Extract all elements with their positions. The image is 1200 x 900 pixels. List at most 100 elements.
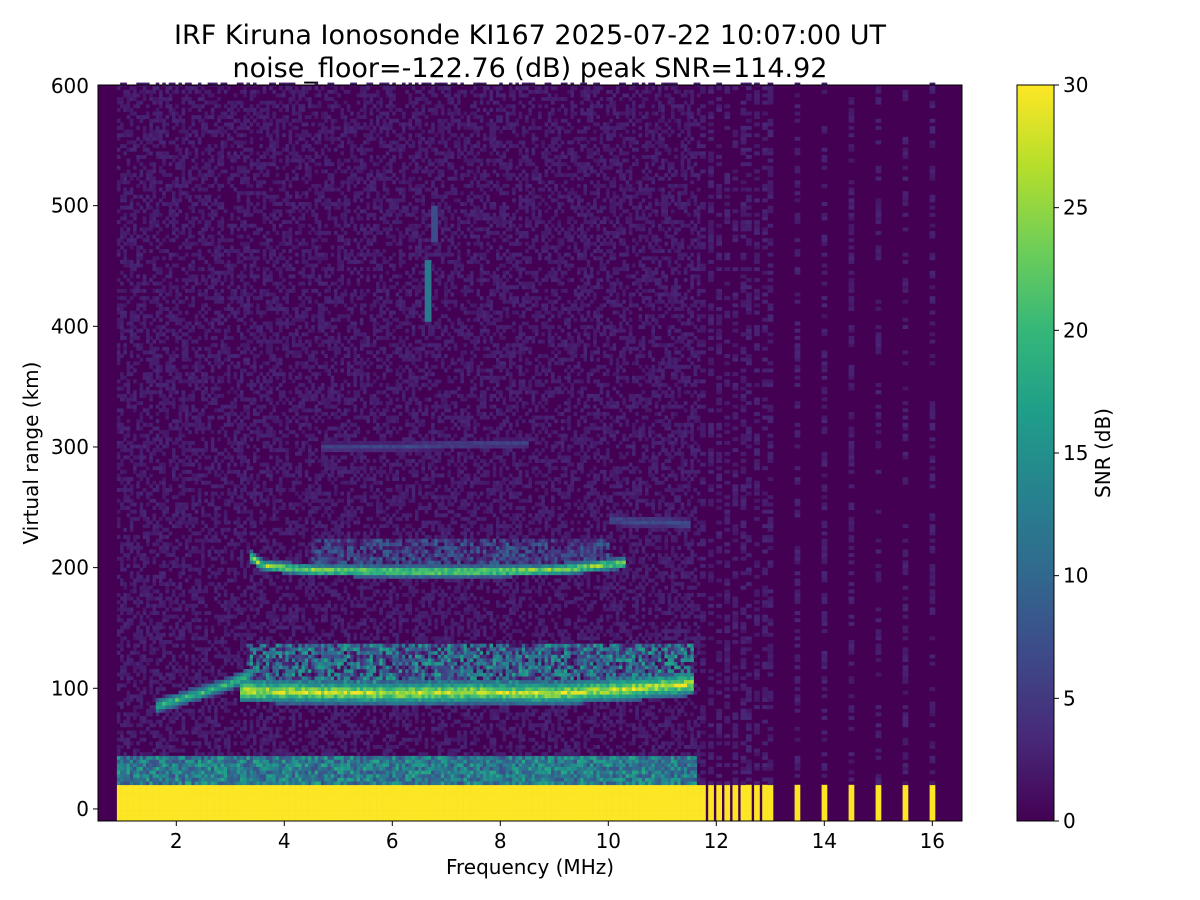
heatmap-cell bbox=[156, 597, 160, 601]
heatmap-cell bbox=[143, 455, 147, 459]
heatmap-cell bbox=[133, 434, 137, 438]
heatmap-cell bbox=[169, 615, 173, 619]
heatmap-cell bbox=[143, 669, 147, 673]
heatmap-cell bbox=[117, 166, 121, 170]
heatmap-cell bbox=[146, 282, 150, 286]
heatmap-cell bbox=[169, 426, 173, 430]
heatmap-cell bbox=[159, 188, 163, 192]
heatmap-cell bbox=[159, 213, 163, 217]
heatmap-cell bbox=[169, 626, 173, 630]
heatmap-cell bbox=[123, 723, 127, 727]
heatmap-cell bbox=[136, 202, 140, 206]
heatmap-cell bbox=[146, 792, 150, 796]
heatmap-cell bbox=[149, 644, 153, 648]
heatmap-cell bbox=[117, 752, 121, 756]
heatmap-cell bbox=[156, 300, 160, 304]
heatmap-cell bbox=[146, 372, 150, 376]
heatmap-cell bbox=[136, 687, 140, 691]
heatmap-cell bbox=[130, 770, 134, 774]
heatmap-cell bbox=[120, 173, 124, 177]
heatmap-cell bbox=[136, 101, 140, 105]
heatmap-cell bbox=[136, 474, 140, 478]
heatmap-cell bbox=[156, 669, 160, 673]
heatmap-cell bbox=[169, 680, 173, 684]
heatmap-cell bbox=[123, 104, 127, 108]
heatmap-cell bbox=[156, 151, 160, 155]
heatmap-cell bbox=[117, 474, 121, 478]
heatmap-cell bbox=[136, 318, 140, 322]
heatmap-cell bbox=[127, 242, 131, 246]
heatmap-cell bbox=[120, 683, 124, 687]
chart-title: IRF Kiruna Ionosonde KI167 2025-07-22 10… bbox=[174, 20, 887, 51]
heatmap-cell bbox=[149, 788, 153, 792]
heatmap-cell bbox=[153, 264, 157, 268]
heatmap-cell bbox=[166, 665, 170, 669]
heatmap-cell bbox=[120, 307, 124, 311]
heatmap-cell bbox=[169, 803, 173, 807]
heatmap-cell bbox=[136, 282, 140, 286]
heatmap-cell bbox=[120, 658, 124, 662]
heatmap-cell bbox=[133, 285, 137, 289]
heatmap-cell bbox=[117, 184, 121, 188]
heatmap-cell bbox=[127, 398, 131, 402]
heatmap-cell bbox=[123, 669, 127, 673]
heatmap-cell bbox=[120, 785, 124, 789]
heatmap-cell bbox=[143, 144, 147, 148]
heatmap-cell bbox=[159, 778, 163, 782]
heatmap-cell bbox=[143, 350, 147, 354]
heatmap-cell bbox=[117, 774, 121, 778]
heatmap-cell bbox=[117, 155, 121, 159]
heatmap-cell bbox=[159, 788, 163, 792]
heatmap-cell bbox=[156, 332, 160, 336]
heatmap-cell bbox=[159, 470, 163, 474]
heatmap-cell bbox=[123, 224, 127, 228]
heatmap-cell bbox=[162, 256, 166, 260]
heatmap-cell bbox=[166, 564, 170, 568]
heatmap-cell bbox=[130, 372, 134, 376]
heatmap-cell bbox=[159, 463, 163, 467]
heatmap-cell bbox=[159, 97, 163, 101]
heatmap-cell bbox=[166, 506, 170, 510]
heatmap-cell bbox=[117, 466, 121, 470]
heatmap-cell bbox=[156, 553, 160, 557]
heatmap-cell bbox=[153, 709, 157, 713]
heatmap-cell bbox=[143, 622, 147, 626]
heatmap-cell bbox=[127, 763, 131, 767]
heatmap-cell bbox=[120, 398, 124, 402]
heatmap-cell bbox=[149, 586, 153, 590]
heatmap-cell bbox=[156, 445, 160, 449]
heatmap-cell bbox=[130, 524, 134, 528]
heatmap-cell bbox=[117, 242, 121, 246]
heatmap-cell bbox=[149, 669, 153, 673]
heatmap-cell bbox=[123, 626, 127, 630]
heatmap-cell bbox=[130, 122, 134, 126]
heatmap-cell bbox=[120, 372, 124, 376]
heatmap-cell bbox=[166, 723, 170, 727]
heatmap-cell bbox=[127, 329, 131, 333]
heatmap-cell bbox=[153, 369, 157, 373]
heatmap-cell bbox=[117, 575, 121, 579]
heatmap-cell bbox=[130, 289, 134, 293]
heatmap-cell bbox=[123, 814, 127, 818]
heatmap-cell bbox=[166, 264, 170, 268]
heatmap-cell bbox=[149, 220, 153, 224]
heatmap-cell bbox=[143, 372, 147, 376]
heatmap-cell bbox=[136, 155, 140, 159]
heatmap-cell bbox=[159, 466, 163, 470]
heatmap-cell bbox=[136, 184, 140, 188]
heatmap-cell bbox=[153, 354, 157, 358]
heatmap-cell bbox=[149, 731, 153, 735]
heatmap-cell bbox=[162, 249, 166, 253]
heatmap-cell bbox=[133, 600, 137, 604]
heatmap-cell bbox=[130, 731, 134, 735]
heatmap-cell bbox=[130, 774, 134, 778]
heatmap-cell bbox=[146, 466, 150, 470]
heatmap-cell bbox=[156, 785, 160, 789]
heatmap-cell bbox=[166, 752, 170, 756]
heatmap-cell bbox=[156, 137, 160, 141]
heatmap-cell bbox=[146, 434, 150, 438]
heatmap-cell bbox=[120, 557, 124, 561]
heatmap-cell bbox=[123, 133, 127, 137]
heatmap-cell bbox=[146, 379, 150, 383]
heatmap-cell bbox=[120, 463, 124, 467]
